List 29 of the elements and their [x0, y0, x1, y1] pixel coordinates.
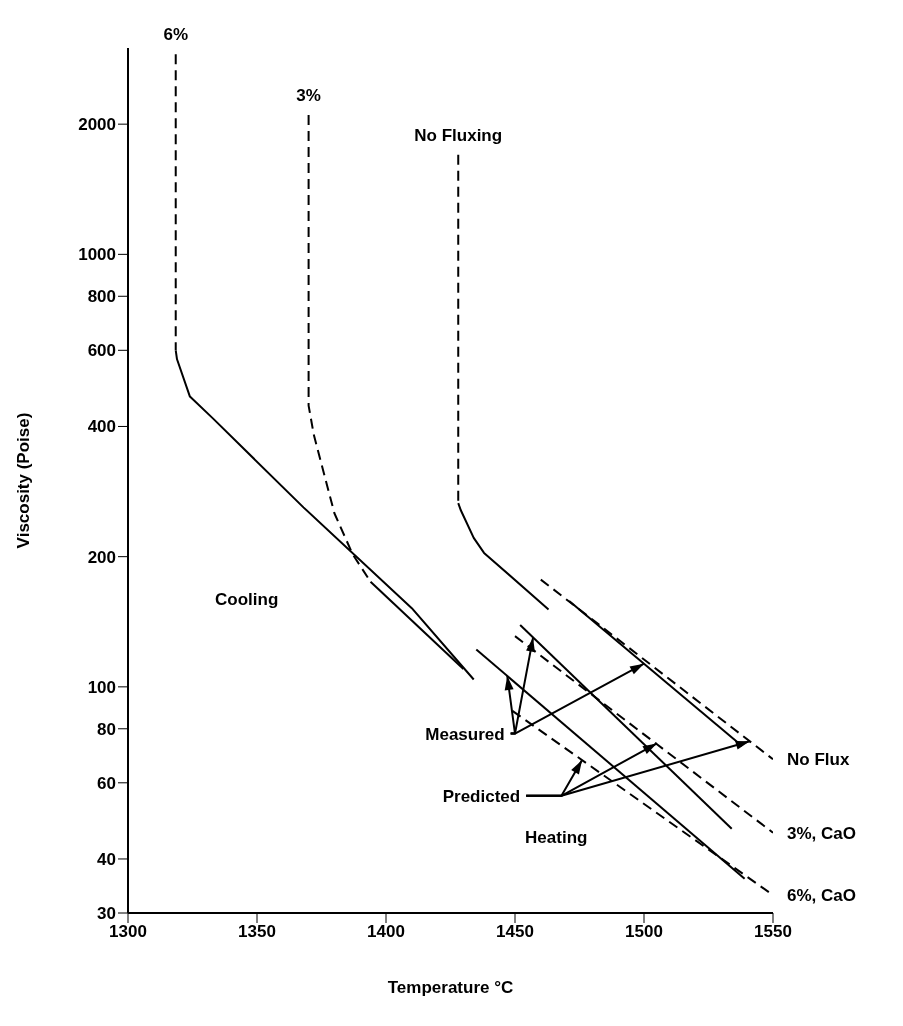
y-tick-label: 2000 — [78, 115, 116, 135]
x-tick-label: 1500 — [625, 922, 663, 942]
y-tick-label: 600 — [87, 341, 116, 361]
y-tick-label: 60 — [97, 773, 116, 793]
y-tick-label: 400 — [87, 417, 116, 437]
annotation: 3% — [296, 86, 321, 105]
annotation: 3%, CaO — [787, 823, 856, 843]
x-tick-label: 1450 — [496, 922, 534, 942]
y-tick-label: 800 — [87, 287, 116, 307]
y-tick-label: 1000 — [78, 245, 116, 265]
y-axis-title: Viscosity (Poise) — [14, 412, 34, 549]
x-tick-label: 1550 — [754, 922, 792, 942]
y-tick-label: 30 — [97, 904, 116, 924]
x-tick-label: 1300 — [109, 922, 147, 942]
annotation: No Fluxing — [414, 125, 503, 145]
x-axis-title: Temperature °C — [387, 978, 514, 997]
annotation: No Flux — [787, 750, 850, 770]
x-tick-label: 1350 — [238, 922, 276, 942]
annotation: Cooling — [215, 589, 279, 609]
annotation: Heating — [525, 827, 588, 847]
y-tick-label: 100 — [87, 677, 116, 697]
annotation: 6%, CaO — [787, 886, 856, 906]
annotation: 6% — [163, 25, 189, 45]
annotation: Measured — [425, 724, 505, 744]
y-tick-label: 200 — [87, 547, 116, 567]
y-tick-label: 40 — [97, 850, 116, 869]
x-tick-label: 1400 — [367, 922, 405, 942]
annotation: Predicted — [442, 786, 521, 806]
y-tick-label: 80 — [97, 719, 116, 739]
